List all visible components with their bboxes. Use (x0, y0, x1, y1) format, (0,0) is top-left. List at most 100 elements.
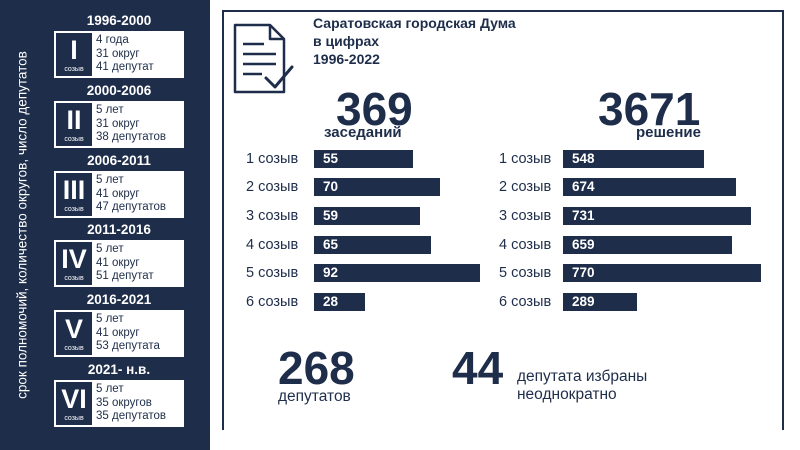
sessions-bar: 65 (314, 236, 431, 254)
sessions-total: 369 (336, 83, 413, 135)
convocation-card: III созыв 5 лет 41 округ 47 депутатов (54, 171, 184, 218)
convocation-details: 5 лет 41 округ 51 депутат (96, 243, 154, 284)
convocation-details: 5 лет 31 округ 38 депутатов (96, 104, 166, 145)
reelected-label-line-2: неоднократно (517, 386, 617, 403)
sessions-row-label: 5 созыв (246, 265, 299, 281)
convocation-detail-line: 41 округ (96, 326, 140, 339)
title-line-1: Саратовская городская Дума (313, 15, 516, 31)
convocation-detail-line: 31 округ (96, 47, 140, 60)
title-line-2: в цифрах (313, 33, 380, 49)
decisions-row-label: 5 созыв (499, 265, 552, 281)
convocation-details: 5 лет 41 округ 47 депутатов (96, 174, 166, 215)
decisions-label: решение (636, 124, 701, 141)
reelected-label: депутата избраны неоднократно (517, 368, 647, 404)
convocation-label: созыв (64, 206, 84, 213)
convocation-detail-line: 5 лет (96, 243, 124, 255)
decisions-bar: 289 (563, 293, 637, 311)
convocation-years: 2006-2011 (87, 153, 151, 168)
sessions-row-label: 4 созыв (246, 237, 299, 253)
convocation-detail-line: 5 лет (96, 174, 124, 186)
convocation-details: 4 года 31 округ 41 депутат (96, 34, 154, 75)
convocation-number-badge: IV созыв (56, 242, 92, 285)
convocation-years: 2021- н.в. (87, 362, 151, 377)
sessions-bar: 28 (314, 293, 365, 311)
decisions-bar: 674 (563, 178, 736, 196)
convocation-number-badge: III созыв (56, 173, 92, 216)
convocation-years: 2011-2016 (87, 222, 151, 237)
deputies-total: 268 (278, 342, 355, 394)
convocation-card: II созыв 5 лет 31 округ 38 депутатов (54, 101, 184, 148)
convocation-label: созыв (64, 66, 84, 73)
sessions-bar: 92 (314, 264, 480, 282)
reelected-count: 44 (452, 342, 504, 394)
convocation-roman: I (70, 35, 78, 65)
convocation-block: 2011-2016 IV созыв 5 лет 41 округ 51 депутат (54, 221, 184, 287)
convocation-years: 2016-2021 (86, 292, 152, 307)
convocation-roman: VI (61, 384, 87, 414)
convocation-years: 1996-2000 (86, 13, 152, 28)
decisions-row-label: 6 созыв (499, 294, 552, 310)
decisions-bar: 548 (563, 150, 704, 168)
convocation-detail-line: 51 депутат (96, 270, 154, 282)
convocation-detail-line: 5 лет (96, 383, 124, 395)
convocation-detail-line: 4 года (96, 34, 129, 46)
decisions-total: 3671 (598, 83, 701, 135)
convocation-detail-line: 35 депутатов (96, 410, 166, 422)
main-frame (222, 10, 784, 430)
convocation-block: 2000-2006 II созыв 5 лет 31 округ 38 депутато… (54, 82, 184, 148)
page-title: Саратовская городская Дума в цифрах 1996… (313, 14, 516, 68)
convocation-detail-line: 53 депутата (96, 340, 160, 352)
sessions-bar: 59 (314, 207, 420, 225)
convocation-number-badge: VI созыв (56, 382, 92, 425)
convocation-roman: II (66, 105, 82, 135)
sidebar-vertical-label: срок полномочий, количество округов, чис… (14, 51, 30, 399)
convocation-details: 5 лет 41 округ 53 депутата (96, 313, 160, 354)
convocation-detail-line: 5 лет (96, 104, 124, 116)
convocation-detail-line: 41 депутат (96, 61, 154, 73)
convocation-detail-line: 41 округ (96, 256, 140, 269)
convocation-label: созыв (64, 136, 84, 143)
convocation-card: VI созыв 5 лет 35 округов 35 депутатов (54, 380, 184, 427)
convocation-roman: V (64, 314, 83, 344)
sessions-row-label: 3 созыв (246, 208, 299, 224)
convocation-number-badge: II созыв (56, 103, 92, 146)
deputies-label: депутатов (278, 388, 351, 405)
convocation-detail-line: 5 лет (96, 313, 124, 325)
decisions-row-label: 2 созыв (499, 179, 552, 195)
convocation-label: созыв (64, 415, 84, 422)
convocation-years: 2000-2006 (86, 83, 152, 98)
title-line-3: 1996-2022 (313, 51, 380, 67)
convocation-card: IV созыв 5 лет 41 округ 51 депутат (54, 240, 184, 287)
convocation-details: 5 лет 35 округов 35 депутатов (96, 383, 166, 424)
convocation-block: 2021- н.в. VI созыв 5 лет 35 округов 35 депут… (54, 361, 184, 427)
sessions-row-label: 6 созыв (246, 294, 299, 310)
sessions-bar: 55 (314, 150, 413, 168)
convocation-detail-line: 41 округ (96, 187, 140, 200)
convocation-label: созыв (64, 345, 84, 352)
convocation-block: 2006-2011 III созыв 5 лет 41 округ 47 депутат… (54, 152, 184, 218)
convocation-label: созыв (64, 275, 84, 282)
convocation-detail-line: 31 округ (96, 117, 140, 130)
decisions-row-label: 4 созыв (499, 237, 552, 253)
decisions-bar: 731 (563, 207, 751, 225)
sessions-row-label: 1 созыв (246, 151, 299, 167)
decisions-row-label: 3 созыв (499, 208, 552, 224)
sessions-row-label: 2 созыв (246, 179, 299, 195)
convocation-roman: IV (61, 244, 87, 274)
convocation-detail-line: 38 депутатов (96, 131, 166, 143)
sessions-label: заседаний (324, 124, 402, 141)
convocation-roman: III (62, 175, 86, 205)
decisions-row-label: 1 созыв (499, 151, 552, 167)
decisions-bar: 770 (563, 264, 761, 282)
sessions-bar: 70 (314, 178, 440, 196)
convocation-detail-line: 47 депутатов (96, 201, 166, 213)
decisions-bar: 659 (563, 236, 732, 254)
convocation-detail-line: 35 округов (96, 396, 152, 409)
document-check-icon (233, 23, 294, 94)
